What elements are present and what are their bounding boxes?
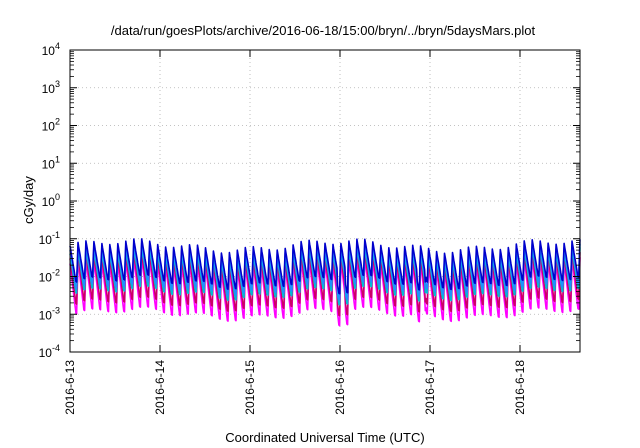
x-tick-label: 2016-6-14 [153, 360, 167, 415]
x-tick-label: 2016-6-17 [423, 360, 437, 415]
x-tick-label: 2016-6-16 [333, 360, 347, 415]
y-tick-label: 10-2 [39, 268, 60, 285]
x-tick-label: 2016-6-13 [63, 360, 77, 415]
y-tick-label: 104 [42, 41, 60, 58]
ticks [69, 49, 580, 353]
y-tick-label: 103 [42, 79, 60, 96]
y-tick-label: 101 [42, 154, 60, 171]
y-tick-label: 10-4 [39, 343, 60, 360]
y-tick-label: 102 [42, 117, 60, 134]
x-tick-label: 2016-6-18 [513, 360, 527, 415]
x-tick-label: 2016-6-15 [243, 360, 257, 415]
y-tick-labels: 10-4 10-3 10-2 10-1 100 101 102 103 104 [39, 41, 60, 360]
y-axis-label: cGy/day [21, 176, 36, 224]
x-axis-label: Coordinated Universal Time (UTC) [225, 430, 424, 445]
y-tick-label: 10-1 [39, 230, 60, 247]
series-line [69, 238, 581, 295]
y-tick-label: 10-3 [39, 305, 60, 322]
y-tick-label: 100 [42, 192, 60, 209]
x-tick-labels: 2016-6-13 2016-6-14 2016-6-15 2016-6-16 2016… [63, 360, 527, 415]
series-layer [69, 238, 581, 327]
chart-title: /data/run/goesPlots/archive/2016-06-18/1… [111, 23, 536, 38]
